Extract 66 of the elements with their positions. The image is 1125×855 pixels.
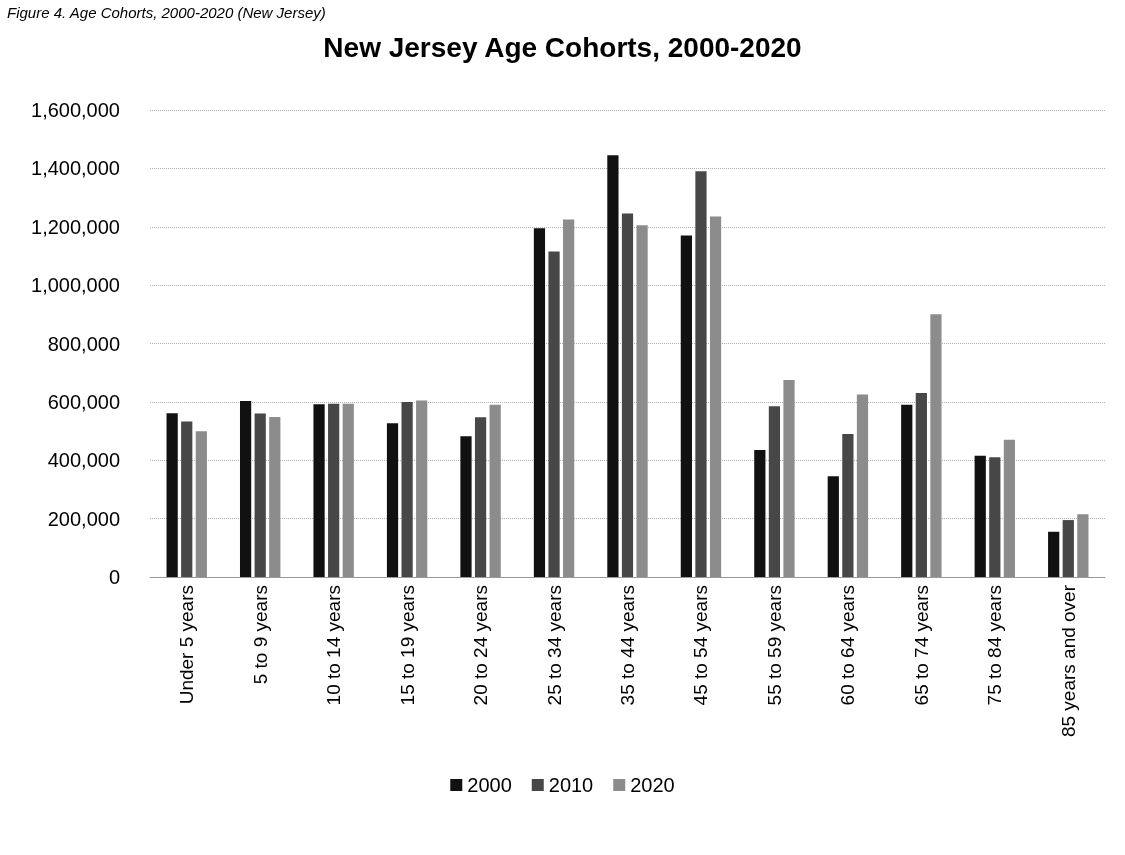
bar [695,171,707,577]
bar [563,219,575,577]
bar [915,393,927,577]
bar [548,251,560,577]
bar [313,404,325,577]
bar [1077,514,1089,577]
y-tick-label: 600,000 [47,390,120,413]
bar [783,379,795,577]
bar [621,213,634,577]
caption: Figure 4. Age Cohorts, 2000-2020 (New Jersey) [7,4,326,21]
legend-label: 2010 [548,774,594,796]
bar [768,406,781,577]
x-tick-label: 15 to 19 years [396,585,418,706]
bar [827,476,839,577]
legend-label: 2000 [467,774,512,796]
bar [709,216,722,577]
x-tick-label: 25 to 34 years [543,585,565,706]
y-tick-label: 1,000,000 [31,274,120,297]
bar [489,404,501,577]
x-tick-label: 45 to 54 years [690,585,712,706]
x-tick-label: 55 to 59 years [763,585,785,706]
bar [1003,439,1016,577]
bar [195,431,207,577]
bar [1048,531,1060,577]
bar [901,404,913,577]
chart-title: New Jersey Age Cohorts, 2000-2020 [323,31,802,63]
bar [989,457,1001,577]
y-tick-label: 800,000 [47,332,120,355]
y-tick-label: 200,000 [47,507,120,530]
bar [239,401,252,577]
bar [254,413,266,577]
y-tick-label: 400,000 [47,449,120,472]
bar [460,436,472,577]
bar [974,455,986,577]
x-tick-label: 85 years and over [1057,584,1079,738]
bar [342,403,354,577]
x-tick-label: 75 to 84 years [984,585,1006,706]
bar [181,421,193,577]
bar [856,394,869,577]
bar [680,235,692,577]
bar [607,155,619,577]
y-tick-label: 1,600,000 [31,99,120,121]
y-tick-label: 1,400,000 [31,157,120,180]
x-tick-label: 5 to 9 years [249,585,271,685]
x-tick-label: 65 to 74 years [910,585,932,706]
bar [166,413,178,577]
y-tick-label: 1,200,000 [31,215,120,238]
bar [401,401,413,577]
y-tick-label: 0 [108,566,120,588]
bar [474,417,487,577]
bar [269,417,281,577]
x-tick-label: 10 to 14 years [323,585,345,706]
bar [533,228,546,577]
bar [636,225,648,577]
x-tick-label: Under 5 years [176,585,198,705]
bar [386,423,399,577]
bar [754,450,766,577]
x-tick-label: 20 to 24 years [470,585,492,706]
x-tick-label: 60 to 64 years [837,585,859,706]
bar [1062,520,1074,577]
legend-label: 2020 [630,774,675,796]
bar [930,314,942,577]
bar [416,400,428,577]
bar [842,433,854,577]
bar [328,403,340,577]
x-tick-label: 35 to 44 years [617,585,638,706]
